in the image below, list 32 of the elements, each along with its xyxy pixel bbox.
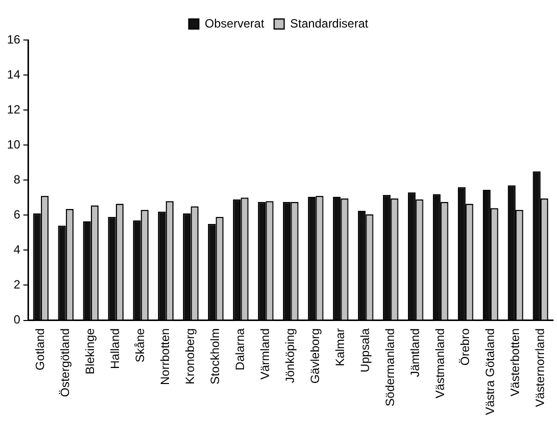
y-tick-label: 12 bbox=[6, 102, 21, 116]
x-tick-label: Gävleborg bbox=[308, 328, 322, 384]
x-tick-label: Östergötland bbox=[58, 328, 72, 397]
x-tick-label: Jämtland bbox=[408, 328, 422, 377]
x-tick-label: Uppsala bbox=[358, 328, 372, 372]
x-tick-label: Skåne bbox=[133, 328, 148, 362]
x-tick-label: Örebro bbox=[458, 328, 472, 366]
x-tick-label: Gotland bbox=[33, 328, 48, 370]
x-tick-label: Kronoberg bbox=[183, 328, 198, 384]
x-tick-label: Kalmar bbox=[332, 328, 347, 366]
y-tick-label: 4 bbox=[14, 242, 21, 257]
x-tick-label: Värmland bbox=[258, 328, 272, 380]
y-tick-label: 2 bbox=[14, 278, 21, 292]
y-tick-label: 6 bbox=[14, 207, 21, 222]
x-tick-label: Västernorrland bbox=[532, 328, 547, 407]
y-tick-label: 10 bbox=[6, 137, 21, 152]
x-tick-label: Halland bbox=[108, 328, 122, 369]
y-tick-label: 0 bbox=[14, 312, 21, 327]
x-tick-label: Norrbotten bbox=[158, 328, 172, 385]
y-tick-label: 16 bbox=[6, 32, 21, 46]
x-tick-label: Jönköping bbox=[282, 328, 297, 383]
x-tick-label: Västmanland bbox=[432, 328, 447, 398]
x-tick-label: Södermanland bbox=[382, 328, 397, 406]
x-tick-label: Västra Götaland bbox=[482, 328, 497, 415]
x-tick-label: Blekinge bbox=[83, 328, 98, 374]
x-tick-label: Västerbotten bbox=[508, 328, 522, 396]
y-tick-label: 14 bbox=[6, 67, 21, 82]
x-tick-label: Stockholm bbox=[208, 328, 222, 384]
y-tick-label: 8 bbox=[14, 172, 21, 186]
legend-label: Standardiserat bbox=[290, 16, 369, 30]
x-tick-label: Dalarna bbox=[233, 328, 248, 370]
legend-label: Observerat bbox=[204, 16, 265, 30]
